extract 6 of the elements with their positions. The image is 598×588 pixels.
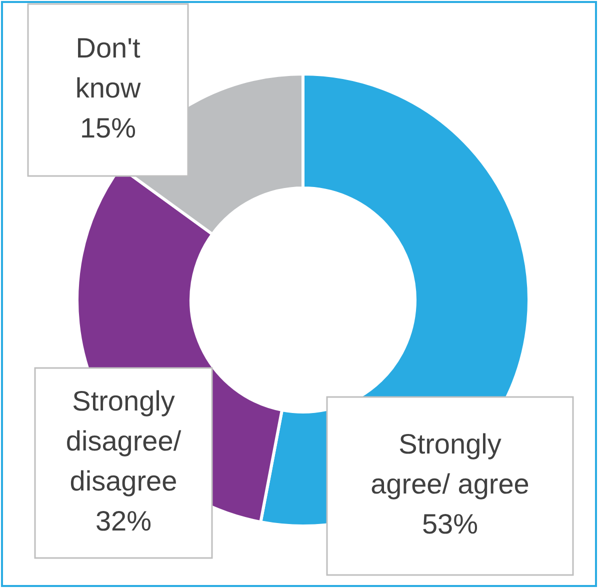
data-label: 53%	[422, 508, 478, 540]
slice-label: Strongly agree/ agree	[370, 428, 530, 500]
slice-label: Don't know	[75, 32, 142, 104]
slice-label: Strongly disagree/ disagree	[66, 385, 182, 496]
data-label: 32%	[95, 505, 152, 536]
data-label: 15%	[80, 112, 136, 144]
